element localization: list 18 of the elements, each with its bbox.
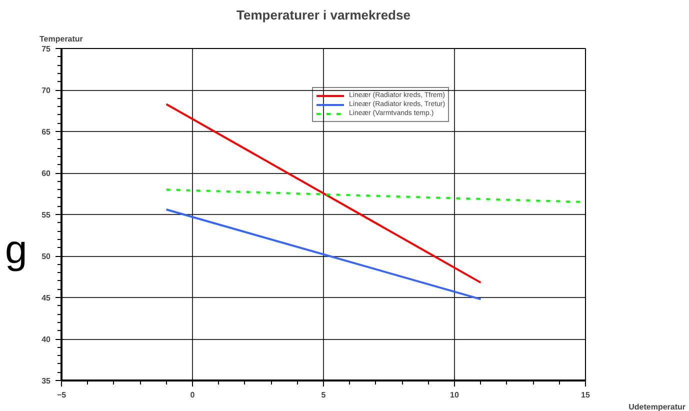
y-tick-label: 65 — [42, 128, 52, 136]
y-tick-label: 50 — [42, 252, 52, 261]
x-tick-label: 5 — [321, 390, 326, 400]
y-tick-label: 70 — [42, 86, 52, 95]
y-tick-label: 75 — [42, 44, 52, 54]
x-tick-label: 0 — [190, 390, 196, 400]
text: g — [5, 227, 28, 274]
x-axis-title: Udetemperatur — [628, 402, 686, 411]
y-tick-label: 40 — [42, 335, 52, 344]
y-axis-title: Temperatur — [40, 34, 83, 44]
y-tick-label: 55 — [42, 210, 52, 220]
x-tick-label: 15 — [581, 390, 590, 400]
x-tick-label: −5 — [56, 390, 67, 400]
x-tick-label: 10 — [450, 390, 460, 400]
y-tick-label: 60 — [42, 169, 52, 178]
chart-title: Temperaturer i varmekredse — [236, 8, 410, 22]
y-tick-label: 45 — [42, 294, 52, 302]
y-tick-label: 35 — [42, 376, 52, 386]
